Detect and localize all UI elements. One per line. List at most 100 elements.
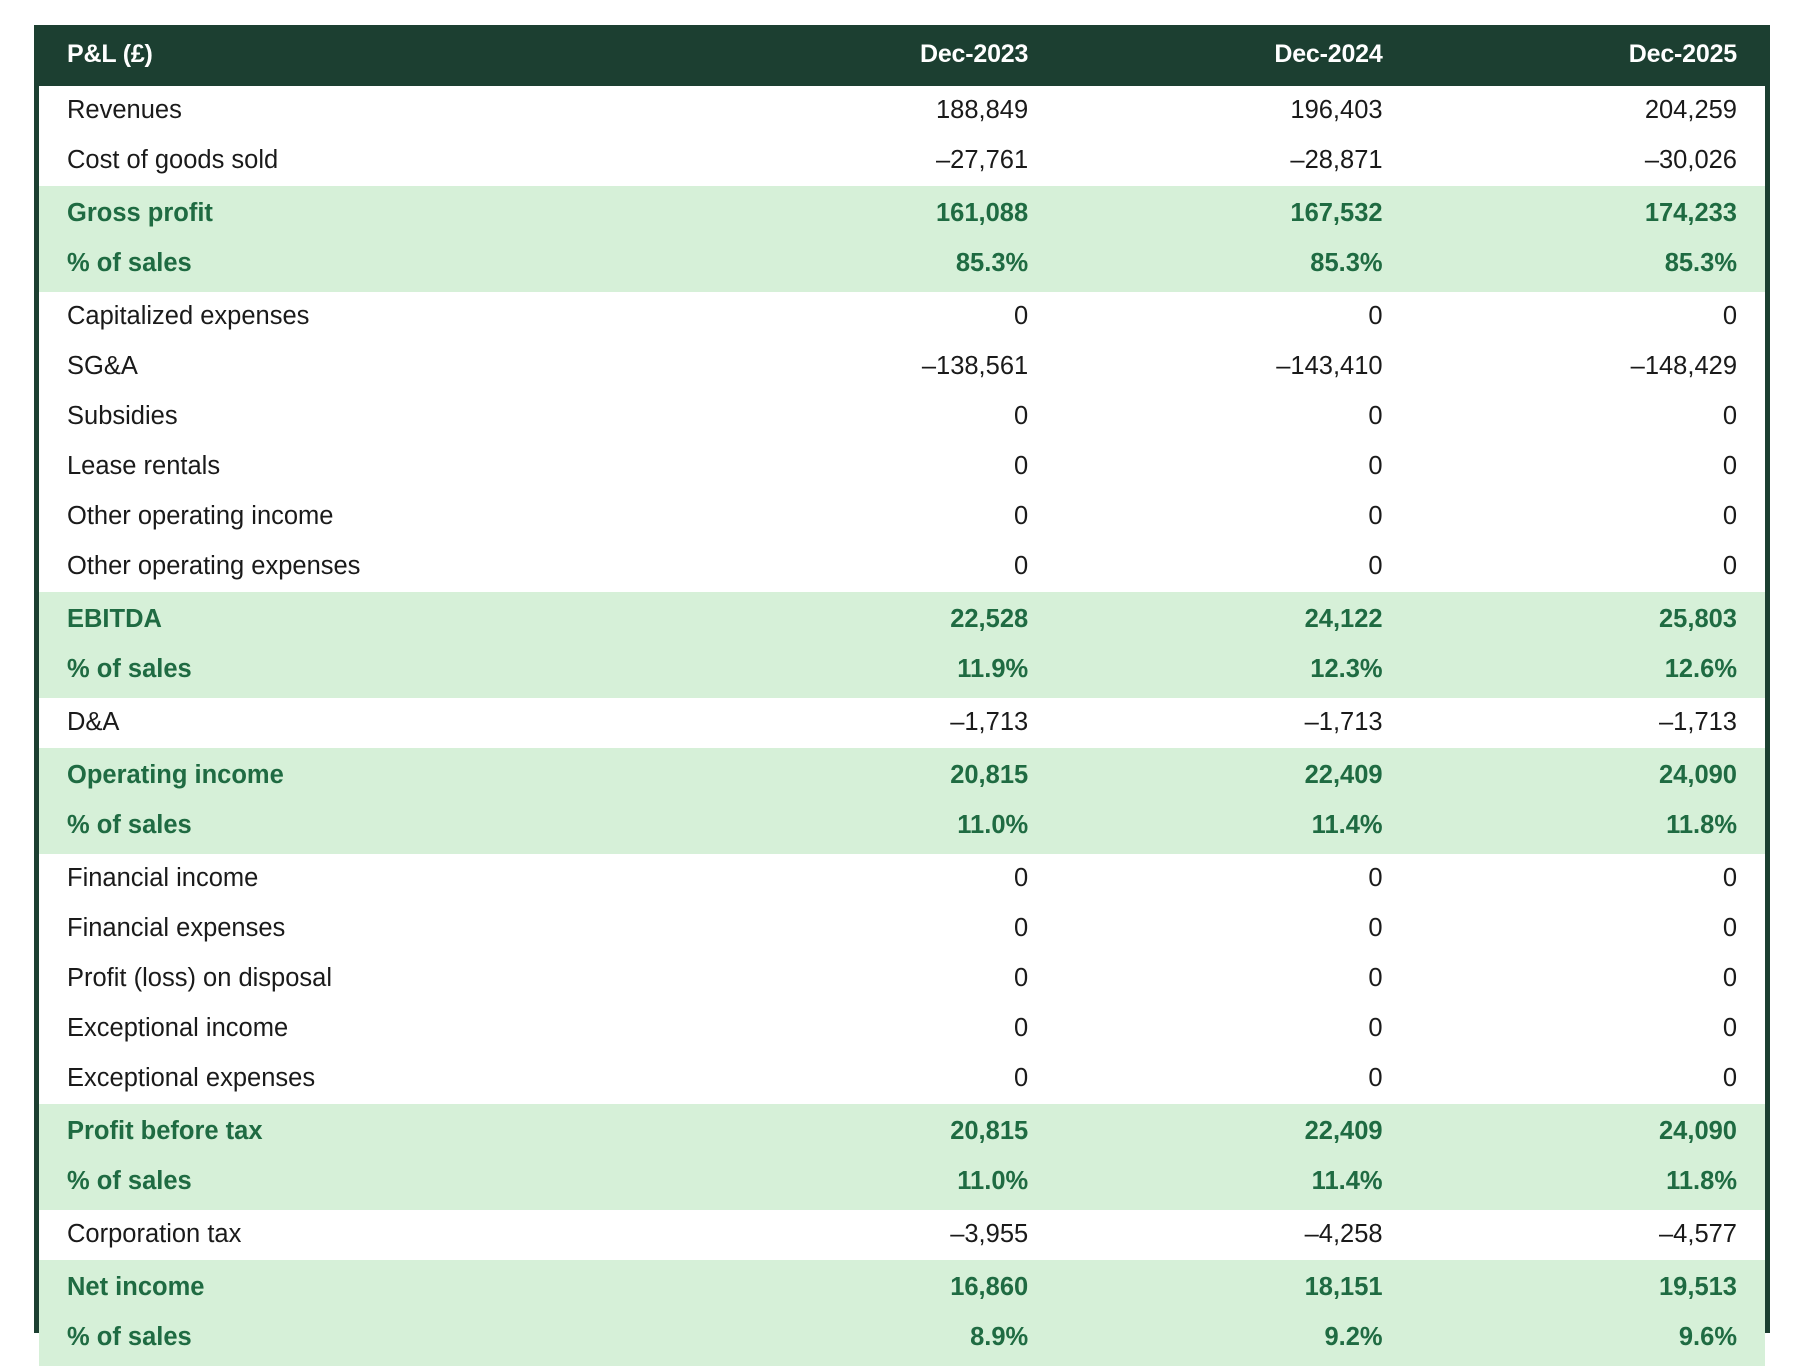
- row-value: 0: [701, 442, 1057, 492]
- table-row: Lease rentals 0 0 0: [39, 442, 1765, 492]
- row-value: 188,849: [701, 86, 1057, 136]
- table-row: % of sales 85.3% 85.3% 85.3%: [39, 239, 1765, 292]
- row-value: –1,713: [1410, 698, 1765, 748]
- row-value: 0: [701, 392, 1057, 442]
- row-value: 0: [1410, 954, 1765, 1004]
- row-value: 24,090: [1410, 1104, 1765, 1157]
- row-value: 0: [701, 1004, 1057, 1054]
- table-header: P&L (£) Dec-2023 Dec-2024 Dec-2025: [39, 25, 1765, 86]
- row-value: 12.6%: [1410, 645, 1765, 698]
- table-row: Capitalized expenses 0 0 0: [39, 292, 1765, 342]
- row-value: 196,403: [1056, 86, 1411, 136]
- row-value: 0: [1056, 1054, 1411, 1104]
- table-row: Operating income 20,815 22,409 24,090: [39, 748, 1765, 801]
- row-label: Subsidies: [39, 392, 702, 442]
- row-label: Profit before tax: [39, 1104, 702, 1157]
- row-value: 0: [701, 492, 1057, 542]
- row-value: 0: [1056, 392, 1411, 442]
- table-row: Other operating expenses 0 0 0: [39, 542, 1765, 592]
- table-row: Net income 16,860 18,151 19,513: [39, 1260, 1765, 1313]
- column-header-dec-2024: Dec-2024: [1274, 40, 1383, 68]
- row-value: –3,955: [701, 1210, 1057, 1260]
- row-value: 0: [701, 854, 1057, 904]
- row-value: 0: [1056, 292, 1411, 342]
- row-value: 9.2%: [1056, 1313, 1411, 1366]
- row-value: 0: [1410, 1054, 1765, 1104]
- row-value: 18,151: [1056, 1260, 1411, 1313]
- row-value: –148,429: [1410, 342, 1765, 392]
- row-value: 16,860: [701, 1260, 1057, 1313]
- row-label: Corporation tax: [39, 1210, 702, 1260]
- row-value: 174,233: [1410, 186, 1765, 239]
- row-label: % of sales: [39, 645, 702, 698]
- row-value: 24,090: [1410, 748, 1765, 801]
- row-value: 0: [1410, 292, 1765, 342]
- row-value: 0: [1410, 392, 1765, 442]
- row-value: 85.3%: [1056, 239, 1411, 292]
- column-header-dec-2023: Dec-2023: [919, 40, 1029, 68]
- table-row: Profit (loss) on disposal 0 0 0: [39, 954, 1765, 1004]
- row-value: 9.6%: [1410, 1313, 1765, 1366]
- row-value: 0: [701, 542, 1057, 592]
- row-value: –27,761: [701, 136, 1057, 186]
- column-header-dec-2025: Dec-2025: [1628, 40, 1737, 68]
- row-value: 20,815: [701, 748, 1057, 801]
- row-value: 0: [1056, 542, 1411, 592]
- table-row: Cost of goods sold –27,761 –28,871 –30,026: [39, 136, 1765, 186]
- row-value: 0: [701, 954, 1057, 1004]
- row-value: 11.4%: [1056, 1157, 1411, 1210]
- row-value: 11.8%: [1410, 801, 1765, 854]
- row-value: 11.8%: [1410, 1157, 1765, 1210]
- row-value: 11.4%: [1056, 801, 1411, 854]
- row-value: 22,409: [1056, 1104, 1411, 1157]
- row-value: 0: [1056, 954, 1411, 1004]
- row-label: % of sales: [39, 1313, 702, 1366]
- row-value: 0: [1056, 904, 1411, 954]
- table-row: Gross profit 161,088 167,532 174,233: [39, 186, 1765, 239]
- table-row: % of sales 11.0% 11.4% 11.8%: [39, 1157, 1765, 1210]
- row-label: D&A: [39, 698, 702, 748]
- row-label: Lease rentals: [39, 442, 702, 492]
- row-label: Exceptional expenses: [39, 1054, 702, 1104]
- row-value: –1,713: [701, 698, 1057, 748]
- row-value: 161,088: [701, 186, 1057, 239]
- row-value: 85.3%: [1410, 239, 1765, 292]
- row-value: 11.0%: [701, 801, 1057, 854]
- row-label: Exceptional income: [39, 1004, 702, 1054]
- row-label: Revenues: [39, 86, 702, 136]
- row-value: 25,803: [1410, 592, 1765, 645]
- row-value: –28,871: [1056, 136, 1411, 186]
- row-value: 20,815: [701, 1104, 1057, 1157]
- row-value: 24,122: [1056, 592, 1411, 645]
- table-row: Exceptional income 0 0 0: [39, 1004, 1765, 1054]
- row-label: Financial expenses: [39, 904, 702, 954]
- row-value: –1,713: [1056, 698, 1411, 748]
- table-header-row: P&L (£) Dec-2023 Dec-2024 Dec-2025: [39, 25, 1765, 86]
- table-row: Financial income 0 0 0: [39, 854, 1765, 904]
- row-value: 0: [1410, 542, 1765, 592]
- table-row: Profit before tax 20,815 22,409 24,090: [39, 1104, 1765, 1157]
- row-label: Capitalized expenses: [39, 292, 702, 342]
- row-value: –4,258: [1056, 1210, 1411, 1260]
- row-label: Net income: [39, 1260, 702, 1313]
- table-row: Other operating income 0 0 0: [39, 492, 1765, 542]
- row-label: Other operating income: [39, 492, 702, 542]
- table-row: % of sales 8.9% 9.2% 9.6%: [39, 1313, 1765, 1366]
- row-label: Other operating expenses: [39, 542, 702, 592]
- table-row: Financial expenses 0 0 0: [39, 904, 1765, 954]
- table-row: D&A –1,713 –1,713 –1,713: [39, 698, 1765, 748]
- table-row: SG&A –138,561 –143,410 –148,429: [39, 342, 1765, 392]
- row-value: 85.3%: [701, 239, 1057, 292]
- column-header-label: P&L (£): [67, 40, 153, 68]
- row-value: 0: [1056, 442, 1411, 492]
- row-label: Cost of goods sold: [39, 136, 702, 186]
- row-value: 22,409: [1056, 748, 1411, 801]
- profit-and-loss-table-container: P&L (£) Dec-2023 Dec-2024 Dec-2025 Reven…: [34, 25, 1770, 1366]
- row-label: Gross profit: [39, 186, 702, 239]
- row-value: 0: [701, 1054, 1057, 1104]
- row-value: –138,561: [701, 342, 1057, 392]
- row-label: % of sales: [39, 239, 702, 292]
- row-label: Profit (loss) on disposal: [39, 954, 702, 1004]
- row-label: Financial income: [39, 854, 702, 904]
- row-value: –4,577: [1410, 1210, 1765, 1260]
